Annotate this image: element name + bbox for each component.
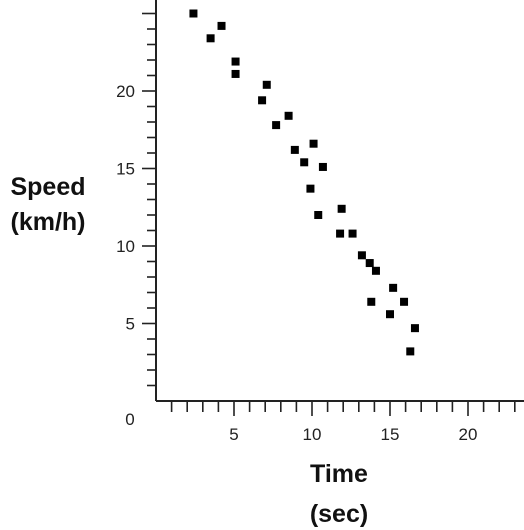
x-axis-title-line1: Time: [310, 460, 368, 488]
y-tick-label: 15: [116, 160, 135, 179]
data-point: [314, 211, 323, 219]
x-ticks: [170, 401, 516, 416]
data-point: [231, 69, 240, 78]
data-point: [206, 34, 215, 43]
data-point: [410, 324, 419, 333]
x-axis-title-line2: (sec): [310, 500, 368, 528]
y-axis-title-line1: Speed: [10, 173, 85, 201]
y-tick-label: 5: [126, 315, 135, 334]
data-points: [189, 9, 419, 356]
data-point: [284, 111, 293, 120]
data-point: [367, 297, 376, 306]
y-ticks: [142, 12, 156, 387]
data-point: [336, 229, 345, 238]
data-point: [348, 229, 357, 238]
data-point: [389, 283, 398, 292]
data-point: [400, 297, 409, 306]
data-point: [290, 145, 299, 154]
y-axis-title-line2: (km/h): [11, 208, 86, 236]
data-point: [406, 347, 415, 356]
data-point: [231, 57, 240, 66]
y-tick-label: 20: [116, 82, 135, 101]
x-tick-label: 20: [459, 425, 478, 444]
data-point: [365, 259, 374, 268]
x-tick-label: 5: [229, 425, 238, 444]
x-tick-label: 15: [381, 425, 400, 444]
y-tick-label: 10: [116, 237, 135, 256]
data-point: [217, 21, 226, 30]
data-point: [258, 96, 267, 105]
y-tick-labels: 5 10 15 20: [116, 82, 135, 334]
data-point: [189, 9, 198, 18]
data-point: [306, 184, 315, 193]
x-tick-labels: 5 10 15 20: [229, 425, 477, 444]
data-point: [337, 204, 346, 213]
data-point: [300, 158, 309, 167]
data-point: [371, 266, 380, 275]
data-point: [318, 162, 327, 171]
x-tick-label: 10: [303, 425, 322, 444]
axes: [155, 0, 524, 402]
origin-label: 0: [125, 410, 134, 429]
data-point: [262, 80, 271, 89]
data-point: [309, 139, 318, 148]
data-point: [386, 310, 394, 319]
data-point: [272, 121, 281, 130]
data-point: [357, 251, 366, 260]
